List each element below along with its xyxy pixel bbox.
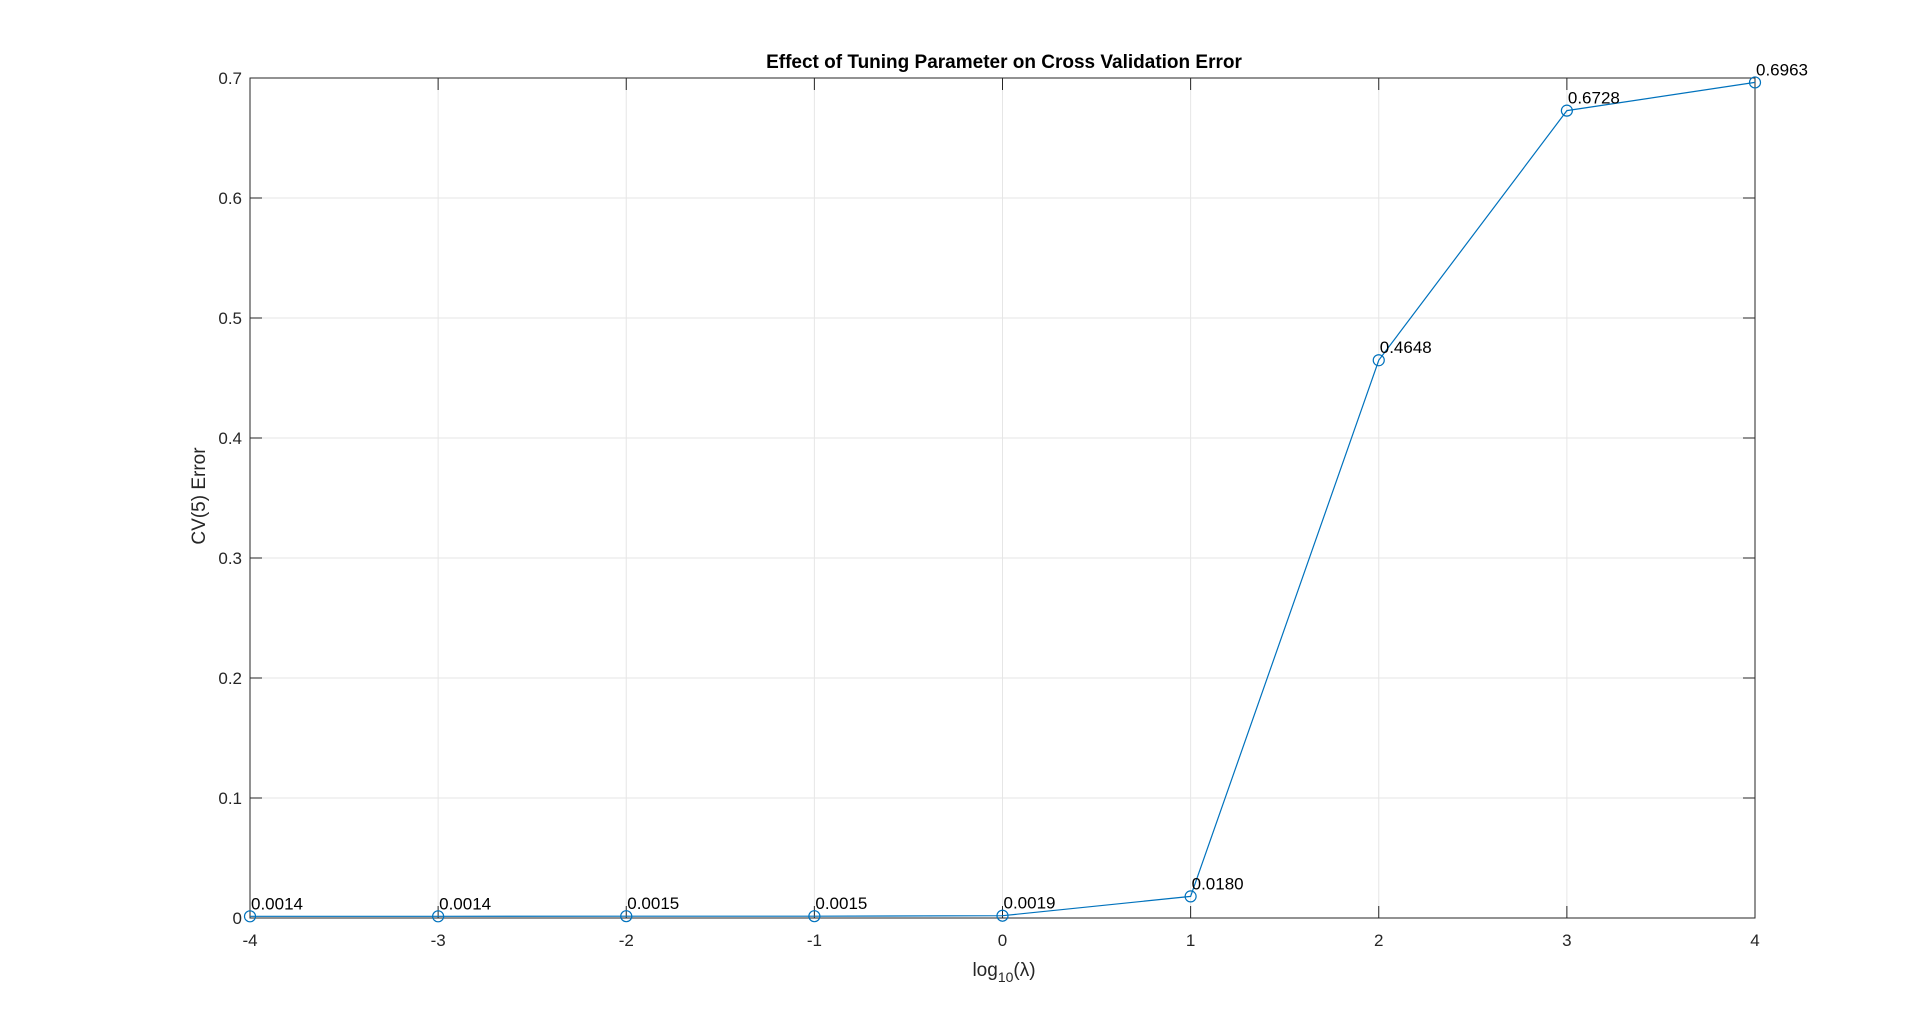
data-point	[1560, 104, 1573, 117]
chart-title: Effect of Tuning Parameter on Cross Vali…	[766, 52, 1242, 73]
data-point	[243, 910, 257, 923]
series-markers	[243, 76, 1762, 923]
data-label: 0.0014	[251, 894, 303, 913]
data-label: 0.0015	[627, 894, 679, 913]
data-point	[432, 910, 445, 923]
y-tick-label: 0.5	[218, 309, 242, 328]
x-axis-label: log10(λ)	[972, 960, 1035, 985]
x-tick-label: 0	[998, 931, 1007, 950]
x-tick-label: 2	[1374, 931, 1383, 950]
data-point	[620, 910, 633, 923]
data-point	[1372, 354, 1385, 367]
x-tick-label: -2	[619, 931, 634, 950]
y-tick-label: 0.7	[218, 69, 242, 88]
x-axis-label-base: log	[972, 960, 997, 981]
data-label: 0.0015	[815, 894, 867, 913]
y-tick-label: 0.2	[218, 669, 242, 688]
data-label: 0.4648	[1380, 338, 1432, 357]
data-label: 0.0014	[439, 894, 491, 913]
x-tick-label: -1	[807, 931, 822, 950]
data-label: 0.6963	[1756, 60, 1808, 79]
y-tick-labels: 0 0.1 0.2 0.3 0.4 0.5 0.6 0.7	[218, 69, 242, 928]
x-tick-label: 4	[1750, 931, 1759, 950]
data-point	[1184, 890, 1197, 903]
x-tick-labels: -4 -3 -2 -1 0 1 2 3 4	[242, 931, 1759, 950]
grid	[249, 77, 1756, 919]
data-point	[1748, 76, 1762, 89]
x-tick-label: 3	[1562, 931, 1571, 950]
y-tick-label: 0.4	[218, 429, 242, 448]
y-tick-label: 0.1	[218, 789, 242, 808]
x-axis-label-subscript: 10	[998, 969, 1014, 985]
data-label: 0.0019	[1004, 894, 1056, 913]
series-line	[250, 81, 1756, 917]
x-axis-label-arg: (λ)	[1013, 960, 1035, 981]
data-labels: 0.0014 0.0014 0.0015 0.0015 0.0019 0.0180 0.46…	[251, 60, 1808, 913]
x-tick-label: -4	[242, 931, 257, 950]
y-tick-label: 0.6	[218, 189, 242, 208]
y-axis-label: CV(5) Error	[189, 447, 210, 545]
data-label: 0.0180	[1192, 874, 1244, 893]
data-point	[808, 910, 821, 923]
y-tick-label: 0.3	[218, 549, 242, 568]
x-tick-label: 1	[1186, 931, 1195, 950]
data-label: 0.6728	[1568, 89, 1620, 108]
data-point	[996, 909, 1009, 922]
y-tick-label: 0	[233, 909, 242, 928]
x-tick-label: -3	[431, 931, 446, 950]
